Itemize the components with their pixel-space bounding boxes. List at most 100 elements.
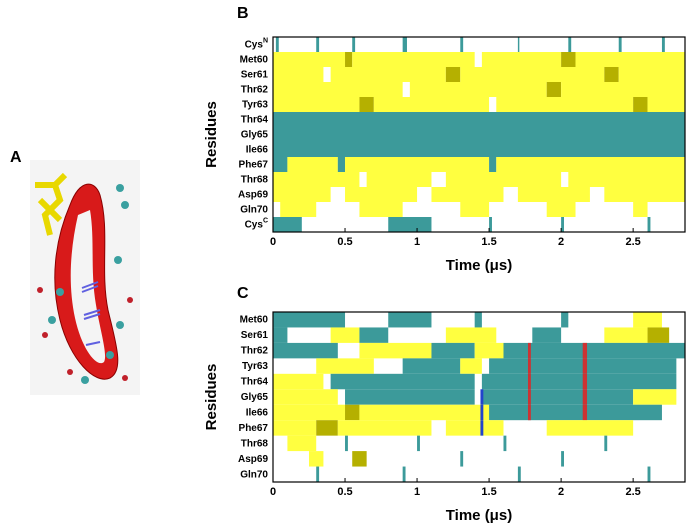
x-tick-label: 2 bbox=[558, 236, 564, 248]
structure-segment bbox=[280, 202, 316, 217]
residue-label: Thr64 bbox=[241, 376, 269, 387]
y-axis-label: Residues bbox=[203, 101, 220, 168]
structure-segment bbox=[273, 405, 345, 420]
structure-segment bbox=[359, 97, 373, 112]
x-axis-label: Time (μs) bbox=[446, 507, 512, 524]
structure-segment bbox=[482, 389, 633, 404]
residue-name: Tyr63 bbox=[242, 99, 268, 110]
residue-label: Gly65 bbox=[241, 129, 269, 140]
structure-segment bbox=[489, 405, 662, 420]
structure-segment bbox=[273, 389, 338, 404]
structure-segment bbox=[583, 405, 587, 420]
structure-segment bbox=[331, 374, 475, 389]
structure-segment bbox=[345, 405, 359, 420]
structure-segment bbox=[482, 374, 676, 389]
structure-segment bbox=[604, 436, 607, 451]
structure-segment bbox=[460, 202, 489, 217]
structure-segment bbox=[338, 157, 345, 172]
residue-name: Met60 bbox=[240, 54, 269, 65]
structure-segment bbox=[604, 67, 618, 82]
residue-name: Tyr63 bbox=[242, 361, 268, 372]
structure-segment bbox=[410, 82, 547, 97]
x-tick-label: 0.5 bbox=[337, 486, 352, 498]
structure-segment bbox=[316, 420, 338, 435]
structure-segment bbox=[273, 112, 685, 127]
residue-name: Thr62 bbox=[241, 345, 269, 356]
structure-segment bbox=[273, 312, 345, 327]
residue-name: Thr68 bbox=[241, 438, 269, 449]
structure-segment bbox=[338, 420, 432, 435]
structure-segment bbox=[503, 436, 506, 451]
structure-segment bbox=[518, 187, 590, 202]
structure-segment bbox=[374, 97, 489, 112]
residue-name: Thr64 bbox=[241, 114, 269, 125]
structure-segment bbox=[273, 217, 302, 232]
structure-segment bbox=[480, 389, 483, 404]
x-tick-label: 0 bbox=[270, 486, 276, 498]
structure-segment bbox=[648, 97, 685, 112]
residue-label: Met60 bbox=[240, 54, 269, 65]
residue-name: Thr68 bbox=[241, 174, 269, 185]
structure-segment bbox=[273, 127, 685, 142]
residue-label: Thr62 bbox=[241, 345, 269, 356]
structure-segment bbox=[475, 343, 504, 358]
structure-segment bbox=[475, 312, 482, 327]
structure-segment bbox=[359, 405, 489, 420]
structure-segment bbox=[518, 37, 519, 52]
structure-segment bbox=[561, 451, 564, 466]
panel: CMet60Ser61Thr62Tyr63Thr64Gly65Ile66Phe6… bbox=[203, 285, 685, 524]
residue-label: Asp69 bbox=[238, 453, 268, 464]
structure-segment bbox=[331, 327, 360, 342]
residue-label: Ile66 bbox=[246, 407, 269, 418]
panel-label: A bbox=[10, 149, 22, 166]
y-axis-label: Residues bbox=[203, 364, 220, 431]
residue-label: Gln70 bbox=[240, 204, 268, 215]
residue-name: Gly65 bbox=[241, 129, 269, 140]
structure-segment bbox=[331, 67, 446, 82]
structure-segment bbox=[496, 97, 633, 112]
structure-segment bbox=[316, 37, 319, 52]
x-axis-label: Time (μs) bbox=[446, 257, 512, 274]
structure-segment bbox=[273, 142, 685, 157]
residue-label: Ser61 bbox=[241, 330, 269, 341]
structure-segment bbox=[648, 217, 651, 232]
structure-segment bbox=[345, 389, 475, 404]
structure-segment bbox=[568, 172, 685, 187]
structure-segment bbox=[403, 467, 406, 482]
structure-segment bbox=[460, 358, 482, 373]
structure-segment bbox=[417, 436, 420, 451]
residue-label: Phe67 bbox=[239, 159, 269, 170]
residue-label: Thr64 bbox=[241, 114, 269, 125]
structure-segment bbox=[633, 202, 647, 217]
structure-segment bbox=[273, 157, 287, 172]
structure-segment bbox=[273, 52, 345, 67]
x-tick-label: 1 bbox=[414, 236, 420, 248]
structure-segment bbox=[528, 389, 531, 404]
structure-segment bbox=[273, 374, 323, 389]
x-tick-label: 2.5 bbox=[625, 486, 640, 498]
structure-segment bbox=[276, 37, 279, 52]
structure-segment bbox=[287, 436, 316, 451]
residue-superscript: N bbox=[263, 37, 268, 44]
residue-name: Phe67 bbox=[239, 423, 269, 434]
structure-segment bbox=[352, 37, 355, 52]
residue-label: Thr68 bbox=[241, 438, 269, 449]
structure-segment bbox=[273, 97, 359, 112]
structure-segment bbox=[316, 358, 374, 373]
residue-label: Ser61 bbox=[241, 69, 269, 80]
panel-a: A bbox=[10, 149, 140, 395]
structure-segment bbox=[460, 451, 463, 466]
structure-segment bbox=[496, 157, 685, 172]
structure-segment bbox=[359, 327, 388, 342]
structure-segment bbox=[345, 52, 352, 67]
structure-segment bbox=[367, 172, 432, 187]
structure-segment bbox=[388, 312, 431, 327]
structure-segment bbox=[446, 172, 561, 187]
structure-segment bbox=[583, 343, 587, 358]
residue-name: Ile66 bbox=[246, 144, 269, 155]
residue-label: Ile66 bbox=[246, 144, 269, 155]
structure-segment bbox=[489, 157, 496, 172]
structure-segment bbox=[619, 37, 622, 52]
structure-segment bbox=[273, 343, 338, 358]
structure-segment bbox=[633, 97, 647, 112]
